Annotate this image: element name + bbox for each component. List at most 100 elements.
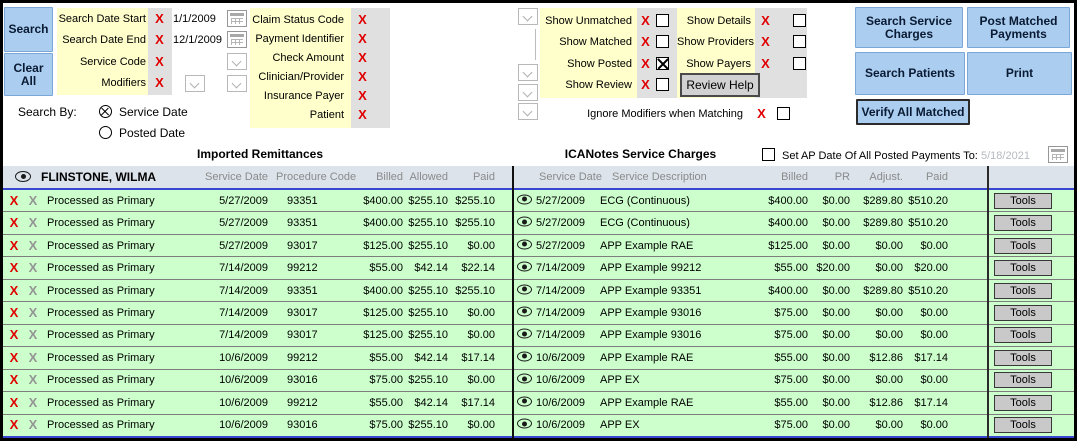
service-code-dropdown[interactable] [227,53,247,70]
charge-eye-icon[interactable] [517,306,532,319]
tools-button[interactable]: Tools [994,349,1052,366]
claim-status-code-dropdown[interactable] [518,8,538,25]
search-date-start-calendar-icon[interactable] [227,10,247,27]
charge-eye-icon[interactable] [517,373,532,387]
row-delete-x-icon[interactable]: X [9,417,19,433]
search-date-start-field[interactable]: 1/1/2009 [173,13,216,25]
row-delete-x-icon[interactable]: X [9,304,19,320]
search-patients-button[interactable]: Search Patients [855,52,965,95]
row-delete-x-icon[interactable]: X [9,215,19,231]
clear-show-providers-x-icon[interactable]: X [761,34,770,49]
row-delete-x-icon[interactable]: X [9,349,19,365]
print-button[interactable]: Print [967,52,1072,95]
clear-show-details-x-icon[interactable]: X [761,13,770,28]
tools-button[interactable]: Tools [994,417,1052,434]
charge-eye-icon[interactable] [517,284,532,297]
search-button[interactable]: Search [4,7,53,52]
set-ap-date-field[interactable]: 5/18/2021 [981,150,1030,162]
show-posted-checkbox[interactable] [656,57,669,70]
clear-insurance-payer-x-icon[interactable]: X [358,88,367,103]
clear-clinician-provider-x-icon[interactable]: X [358,69,367,84]
show-payers-checkbox[interactable] [793,57,806,70]
set-ap-date-checkbox[interactable] [762,148,775,161]
verify-all-matched-button[interactable]: Verify All Matched [856,99,970,125]
clear-check-amount-x-icon[interactable]: X [358,50,367,65]
charge-adjust: $12.86 [869,351,903,364]
clear-show-unmatched-x-icon[interactable]: X [641,13,650,28]
tools-button[interactable]: Tools [994,282,1052,299]
charge-eye-icon[interactable] [517,216,532,230]
show-providers-checkbox[interactable] [793,35,806,48]
tools-button[interactable]: Tools [994,394,1052,411]
post-matched-payments-button[interactable]: Post Matched Payments [967,7,1070,48]
row-unlink-x-icon[interactable]: X [28,349,38,365]
row-unlink-x-icon[interactable]: X [28,237,38,253]
show-details-checkbox[interactable] [793,14,806,27]
row-unlink-x-icon[interactable]: X [28,260,38,276]
clear-search-date-end-x-icon[interactable]: X [155,32,164,47]
charge-eye-icon[interactable] [517,328,532,342]
row-delete-x-icon[interactable]: X [9,372,19,388]
review-help-button[interactable]: Review Help [680,73,760,97]
row-delete-x-icon[interactable]: X [9,327,19,343]
clear-all-button[interactable]: Clear All [4,53,53,96]
clinician-provider-dropdown[interactable] [518,64,538,81]
clear-service-code-x-icon[interactable]: X [155,54,164,69]
tools-button[interactable]: Tools [994,237,1052,254]
clear-modifiers-x-icon[interactable]: X [155,75,164,90]
row-unlink-x-icon[interactable]: X [28,304,38,320]
charge-eye-icon[interactable] [517,194,532,207]
clear-show-posted-x-icon[interactable]: X [641,56,650,71]
row-delete-x-icon[interactable]: X [9,192,19,208]
clear-search-date-start-x-icon[interactable]: X [155,11,164,26]
clear-show-review-x-icon[interactable]: X [641,77,650,92]
search-date-end-field[interactable]: 12/1/2009 [173,34,222,46]
charge-eye-icon[interactable] [517,239,532,252]
charge-eye-icon[interactable] [517,418,532,432]
set-ap-date-calendar-icon[interactable] [1048,146,1068,163]
clear-claim-status-code-x-icon[interactable]: X [358,12,367,27]
charge-paid: $510.20 [908,284,948,297]
charge-eye-icon[interactable] [517,351,532,364]
tools-button[interactable]: Tools [994,327,1052,344]
search-by-posted-date-radio[interactable] [99,126,112,139]
clear-payment-identifier-x-icon[interactable]: X [358,31,367,46]
ignore-modifiers-checkbox[interactable] [777,107,790,120]
show-unmatched-checkbox[interactable] [656,14,669,27]
patient-eye-icon[interactable] [15,171,31,182]
patient-name: FLINSTONE, WILMA [41,170,157,184]
row-delete-x-icon[interactable]: X [9,237,19,253]
row-unlink-x-icon[interactable]: X [28,417,38,433]
tools-button[interactable]: Tools [994,372,1052,389]
search-service-charges-button[interactable]: Search Service Charges [855,7,963,48]
patient-filter-dropdown[interactable] [518,103,538,120]
clear-show-payers-x-icon[interactable]: X [761,56,770,71]
row-unlink-x-icon[interactable]: X [28,327,38,343]
row-delete-x-icon[interactable]: X [9,282,19,298]
row-delete-x-icon[interactable]: X [9,260,19,276]
clear-show-matched-x-icon[interactable]: X [641,34,650,49]
row-unlink-x-icon[interactable]: X [28,282,38,298]
search-date-end-calendar-icon[interactable] [227,31,247,48]
row-unlink-x-icon[interactable]: X [28,215,38,231]
clear-ignore-modifiers-x-icon[interactable]: X [757,106,766,121]
tools-button[interactable]: Tools [994,304,1052,321]
charge-pr: $0.00 [822,239,850,252]
show-review-checkbox[interactable] [656,78,669,91]
row-unlink-x-icon[interactable]: X [28,394,38,410]
modifier-1-dropdown[interactable] [185,75,205,92]
charge-eye-icon[interactable] [517,261,532,275]
modifier-2-dropdown[interactable] [227,75,247,92]
show-matched-checkbox[interactable] [656,35,669,48]
row-unlink-x-icon[interactable]: X [28,372,38,388]
charge-eye-icon[interactable] [517,396,532,409]
clear-patient-filter-x-icon[interactable]: X [358,107,367,122]
search-date-start-label: Search Date Start [58,13,146,25]
row-delete-x-icon[interactable]: X [9,394,19,410]
tools-button[interactable]: Tools [994,215,1052,232]
insurance-payer-dropdown[interactable] [518,84,538,101]
row-unlink-x-icon[interactable]: X [28,192,38,208]
tools-button[interactable]: Tools [994,260,1052,277]
search-by-service-date-radio[interactable] [99,105,112,118]
tools-button[interactable]: Tools [994,192,1052,209]
